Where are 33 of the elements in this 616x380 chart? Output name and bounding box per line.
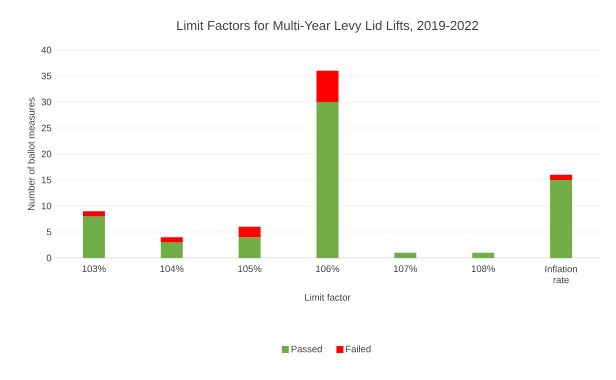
bar [550,180,572,258]
bar [238,237,261,258]
bar [82,216,105,258]
x-tick-label: 105% [238,265,262,272]
y-tick-label: 25 [42,124,52,132]
legend-label: Failed [346,345,371,352]
y-tick-label: 15 [42,176,52,184]
x-tick-label: 103% [82,265,106,272]
bar [316,102,338,258]
x-tick-label: Inflation rate [545,265,578,284]
x-axis-title: Limit factor [305,294,350,301]
bar [160,237,183,242]
bar [160,242,183,258]
bar [316,70,338,102]
x-tick-label: 106% [316,265,340,272]
legend-label: Passed [292,345,322,352]
y-tick-label: 10 [42,202,52,210]
bar [550,174,572,180]
bar [82,211,105,216]
x-tick-label: 108% [472,265,495,272]
bar [394,252,416,258]
y-tick-label: 35 [41,72,52,80]
x-tick-label: 104% [160,265,184,272]
y-axis-title: Number of ballot measures [28,98,35,210]
y-tick-label: 20 [42,150,52,158]
y-tick-label: 30 [41,98,52,106]
x-tick-label: 107% [394,265,418,272]
chart-title: Limit Factors for Multi-Year Levy Lid Lifts, 2019-2022 [177,20,478,33]
bar [238,226,261,238]
bar [472,252,494,258]
y-tick-label: 0 [46,254,52,262]
y-tick-label: 5 [46,228,52,236]
y-tick-label: 40 [41,46,52,54]
